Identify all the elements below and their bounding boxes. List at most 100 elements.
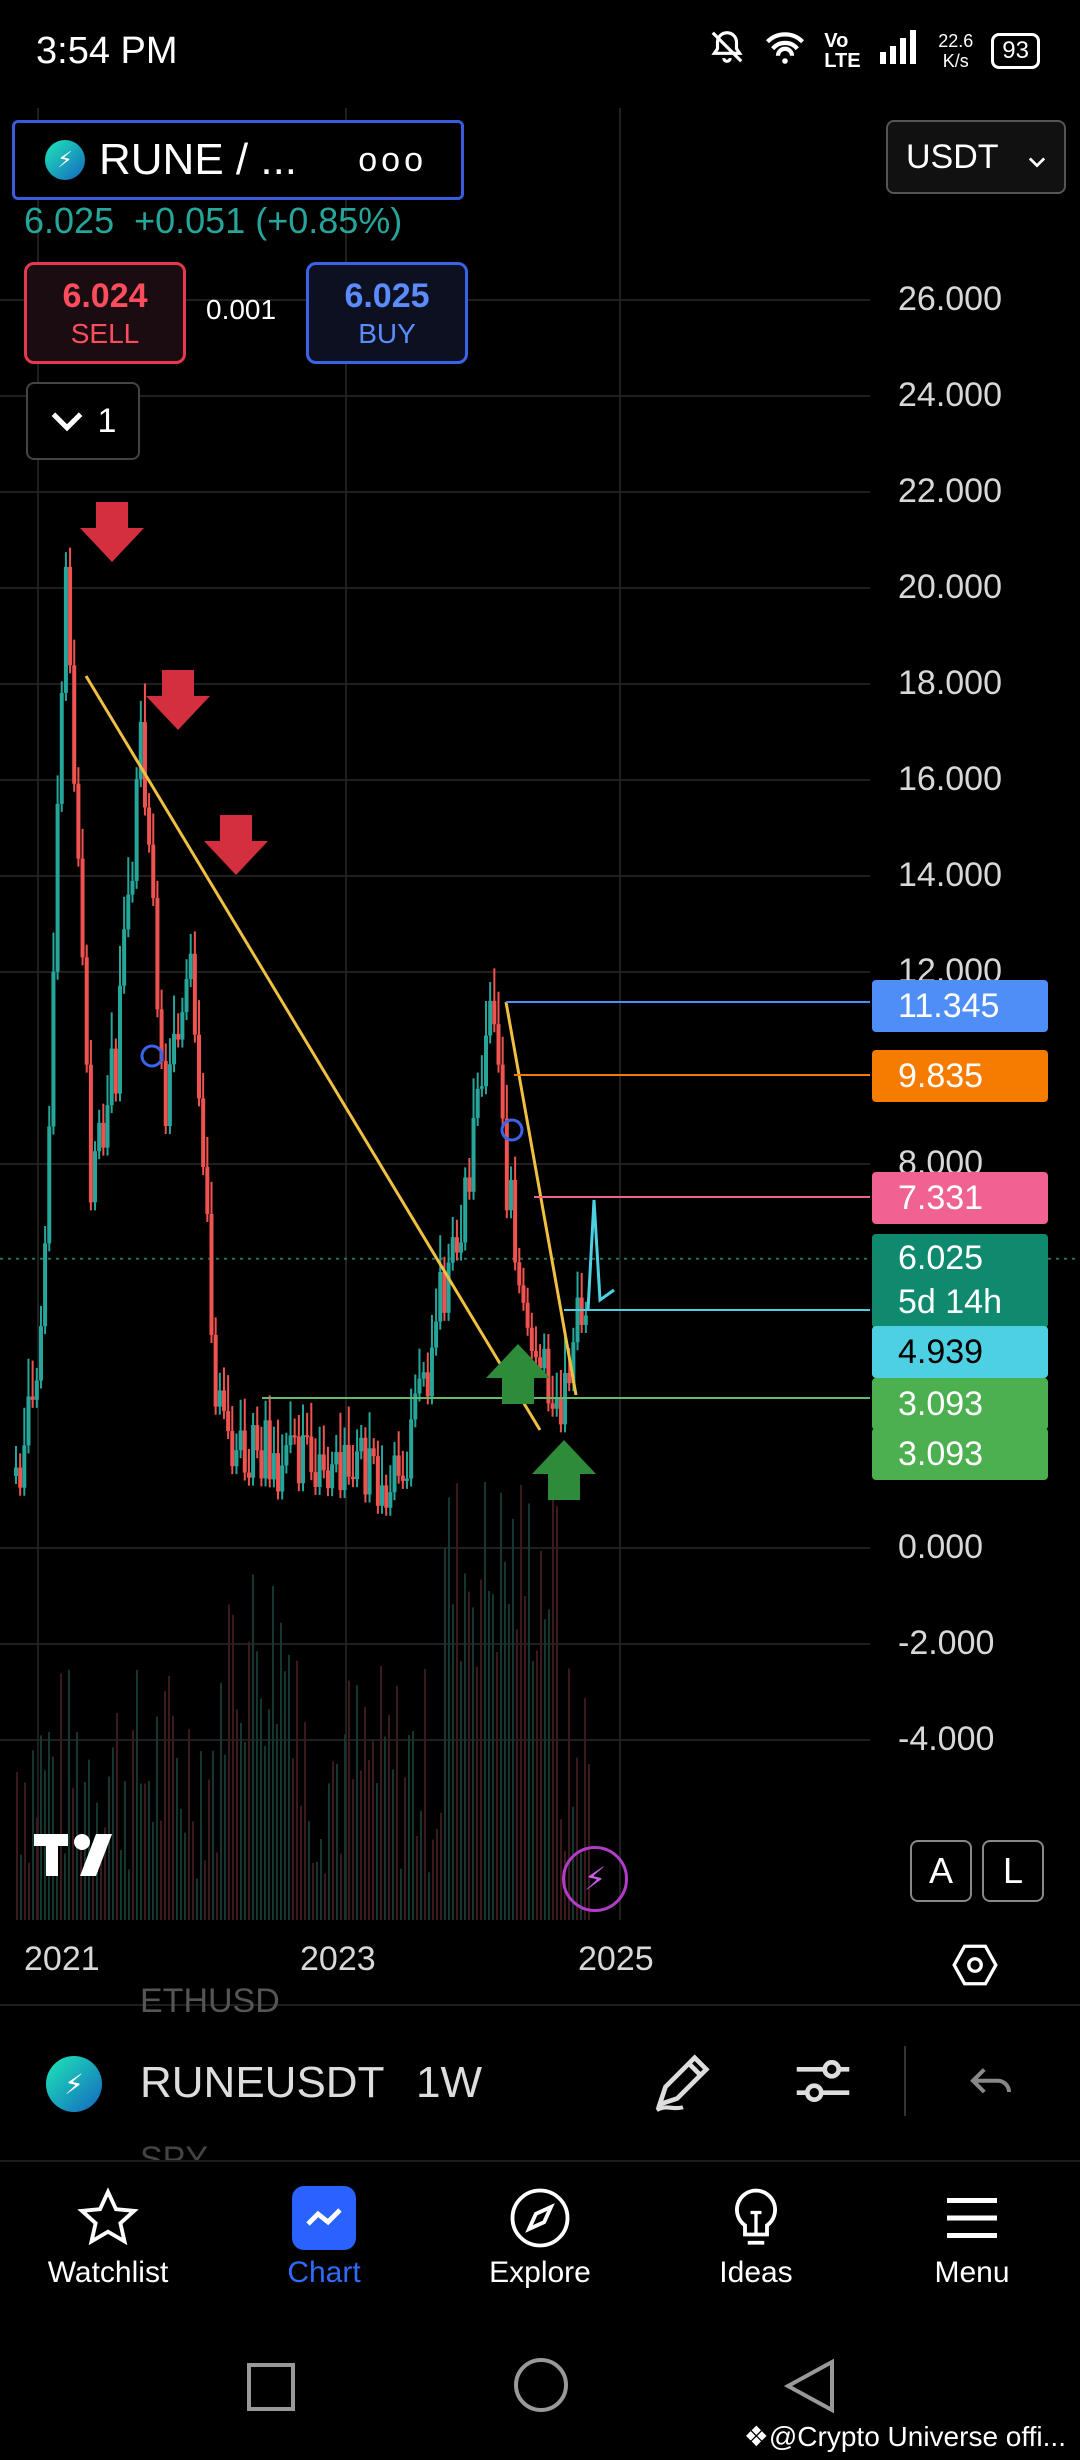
volume-bar bbox=[344, 1734, 346, 1920]
volume-bar bbox=[484, 1481, 486, 1920]
candle-body bbox=[438, 1272, 443, 1322]
currency-select[interactable]: USDT bbox=[886, 120, 1066, 194]
auto-scale-button[interactable]: A bbox=[910, 1840, 972, 1902]
candle-body bbox=[147, 807, 152, 845]
symbol-selector[interactable]: ⚡ RUNE / ... ooo bbox=[12, 120, 464, 200]
bolt-icon[interactable]: ⚡ bbox=[562, 1846, 628, 1912]
sell-button[interactable]: 6.024 SELL bbox=[24, 262, 186, 364]
price-label-value: 3.093 bbox=[898, 1385, 984, 1423]
volume-bar bbox=[588, 1763, 590, 1920]
volume-bar bbox=[64, 1853, 66, 1920]
candle-body bbox=[197, 1034, 202, 1099]
nav-watchlist[interactable]: Watchlist bbox=[18, 2180, 198, 2290]
candle-body bbox=[134, 779, 139, 881]
price-label-value: 11.345 bbox=[898, 987, 1000, 1025]
volume-bar bbox=[452, 1604, 454, 1920]
candle-body bbox=[226, 1411, 231, 1432]
volume-bar bbox=[316, 1861, 318, 1920]
volume-bar bbox=[492, 1594, 494, 1920]
watermark-text: @Crypto Universe offi... bbox=[768, 2421, 1066, 2452]
undo-icon[interactable] bbox=[964, 2056, 1018, 2115]
home-icon[interactable] bbox=[512, 2356, 570, 2419]
candle-body bbox=[142, 721, 147, 808]
nav-menu[interactable]: Menu bbox=[882, 2180, 1062, 2290]
volume-bar bbox=[40, 1735, 42, 1920]
volume-bar bbox=[292, 1758, 294, 1920]
candle-body bbox=[97, 1122, 102, 1152]
candle-body bbox=[434, 1321, 439, 1348]
nav-explore[interactable]: Explore bbox=[450, 2180, 630, 2290]
nav-ideas[interactable]: Ideas bbox=[666, 2180, 846, 2290]
more-icon[interactable]: ooo bbox=[358, 140, 427, 179]
candle-body bbox=[425, 1372, 430, 1397]
last-price: 6.025 bbox=[24, 200, 115, 241]
candle-body bbox=[230, 1431, 235, 1467]
candle-body bbox=[325, 1470, 330, 1489]
candle-body bbox=[63, 566, 68, 693]
volume-bar bbox=[372, 1740, 374, 1920]
volume-bar bbox=[488, 1590, 490, 1920]
back-icon[interactable] bbox=[782, 2358, 836, 2419]
candle-body bbox=[72, 665, 77, 784]
volume-bar bbox=[264, 1745, 266, 1920]
candle-body bbox=[167, 1064, 172, 1127]
candle-body bbox=[554, 1398, 559, 1409]
bulb-icon bbox=[666, 2180, 846, 2256]
volume-bar bbox=[304, 1722, 306, 1920]
volume-bar bbox=[504, 1561, 506, 1920]
candle-body bbox=[463, 1177, 468, 1243]
volume-bar bbox=[528, 1503, 530, 1920]
indicators-collapse-button[interactable]: 1 bbox=[26, 382, 140, 460]
candle-body bbox=[38, 1326, 43, 1381]
spread-value: 0.001 bbox=[206, 294, 277, 325]
wifi-icon bbox=[764, 29, 806, 72]
buy-button[interactable]: 6.025 BUY bbox=[306, 262, 468, 364]
candle-body bbox=[305, 1435, 310, 1438]
network-speed: 22.6 K/s bbox=[938, 30, 974, 71]
y-tick: 26.000 bbox=[898, 280, 1002, 318]
indicator-settings-icon[interactable] bbox=[788, 2046, 858, 2121]
y-tick: 20.000 bbox=[898, 568, 1002, 606]
sell-label: SELL bbox=[70, 318, 140, 349]
candle-body bbox=[442, 1272, 447, 1313]
candle-body bbox=[271, 1453, 276, 1480]
candle-body bbox=[334, 1452, 339, 1465]
buy-arrow bbox=[486, 1344, 550, 1404]
volume-bar bbox=[176, 1758, 178, 1920]
candle-body bbox=[371, 1448, 376, 1457]
candle-body bbox=[242, 1430, 247, 1473]
volume-bar bbox=[124, 1780, 126, 1920]
candle-body bbox=[400, 1475, 405, 1481]
volume-bar bbox=[400, 1868, 402, 1920]
chart-settings-icon[interactable] bbox=[950, 1940, 1000, 1995]
sell-price: 6.024 bbox=[62, 277, 148, 315]
candle-body bbox=[446, 1262, 451, 1313]
bar-interval[interactable]: 1W bbox=[416, 2058, 482, 2107]
pencil-icon[interactable] bbox=[648, 2046, 718, 2121]
bar-symbol[interactable]: RUNEUSDT bbox=[140, 2058, 385, 2107]
volume-bar bbox=[356, 1685, 358, 1920]
candle-body bbox=[209, 1213, 214, 1335]
volume-bar bbox=[444, 1548, 446, 1920]
candle-body bbox=[280, 1465, 285, 1492]
volume-bar bbox=[20, 1854, 22, 1920]
volume-bar bbox=[520, 1484, 522, 1920]
volume-bar bbox=[136, 1669, 138, 1920]
candle-body bbox=[221, 1390, 226, 1412]
volume-bar bbox=[268, 1709, 270, 1920]
volume-bar bbox=[360, 1770, 362, 1920]
volume-bar bbox=[584, 1698, 586, 1920]
volume-bar bbox=[28, 1862, 30, 1920]
volume-bar bbox=[380, 1665, 382, 1920]
chevron-down-icon bbox=[1028, 138, 1046, 177]
sell-arrow bbox=[146, 670, 210, 730]
volume-bar bbox=[192, 1821, 194, 1920]
recent-apps-icon[interactable] bbox=[246, 2362, 296, 2417]
volume-bar bbox=[132, 1730, 134, 1920]
x-tick: 2023 bbox=[300, 1940, 376, 1978]
volume-bar bbox=[328, 1783, 330, 1920]
y-tick: 18.000 bbox=[898, 664, 1002, 702]
nav-chart[interactable]: Chart bbox=[234, 2180, 414, 2290]
log-scale-button[interactable]: L bbox=[982, 1840, 1044, 1902]
volume-bar bbox=[156, 1716, 158, 1920]
